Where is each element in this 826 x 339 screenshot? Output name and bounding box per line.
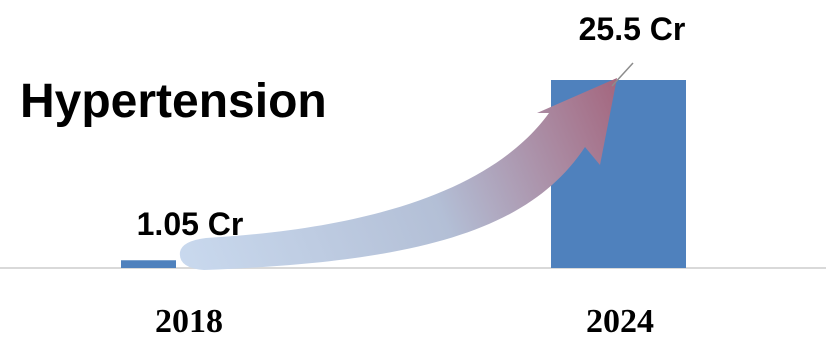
data-label-2018: 1.05 Cr <box>137 206 244 242</box>
chart-title: Hypertension <box>20 75 327 128</box>
x-tick-label-2018: 2018 <box>155 303 223 339</box>
x-tick-label-2024: 2024 <box>586 303 654 339</box>
label-leader-line <box>611 62 634 87</box>
label-group: 1.05 Cr 2018 25.5 Cr 2024 <box>137 11 686 339</box>
bar-2018 <box>121 260 176 268</box>
data-label-2024: 25.5 Cr <box>579 11 686 47</box>
growth-arrow-icon <box>179 78 617 270</box>
